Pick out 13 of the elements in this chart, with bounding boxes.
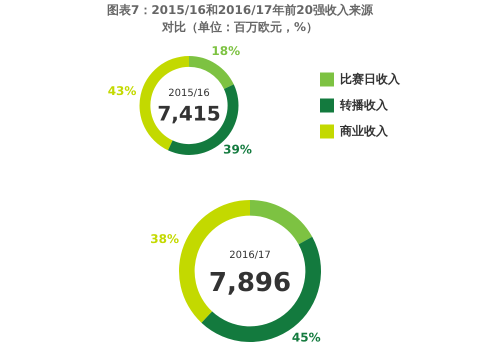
text: 2016/17 — [229, 250, 271, 261]
text: 7,896 — [208, 268, 292, 298]
text: 7,415 — [157, 102, 221, 126]
chart-title: 图表7：2015/16和2016/17年前20强收入来源对比（单位：百万欧元，%） — [106, 2, 374, 36]
text: 2015/16 — [168, 88, 210, 100]
data-label: 43% — [108, 84, 136, 98]
legend-label: 比赛日收入 — [340, 72, 401, 86]
data-label: 45% — [292, 330, 321, 344]
data-label: 39% — [223, 142, 252, 157]
data-label: 38% — [150, 232, 180, 246]
legend-label: 转播收入 — [339, 98, 389, 112]
data-label: 18% — [211, 44, 240, 58]
legend-label: 商业收入 — [339, 124, 389, 138]
